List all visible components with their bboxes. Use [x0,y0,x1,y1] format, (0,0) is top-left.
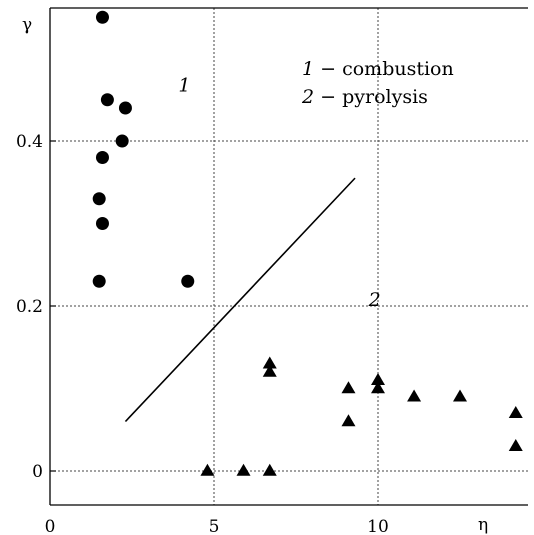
triangle-point [262,463,277,476]
legend-entry-text: − pyrolysis [314,86,428,108]
legend-entry-number: 2 [301,86,314,108]
grid-lines [50,8,528,505]
triangle-point [508,406,523,419]
x-axis-ticks: 0 5 10 [45,517,389,535]
triangle-point [371,373,385,386]
region-label: 2 [368,289,381,311]
circle-point [95,217,109,230]
legend-entry-text: − combustion [314,58,454,80]
legend-entry: 2 − pyrolysis [301,86,428,108]
triangle-point [200,463,215,476]
x-tick-label: 5 [209,517,220,535]
legend-entry-number: 1 [302,58,314,80]
circle-point [181,274,195,288]
y-tick-label: 0 [32,462,43,482]
boundary-line [124,177,356,423]
plot-frame [49,7,528,506]
circle-point [95,10,109,24]
circle-point [92,192,106,206]
circle-point [115,134,129,148]
y-axis-label: γ [22,15,32,35]
x-tick-label: 0 [45,517,56,535]
triangle-point [262,364,277,377]
circle-point [92,274,106,288]
data-points [92,10,523,476]
legend-entry: 1 − combustion [302,58,454,80]
circle-point [118,101,132,115]
region-label: 1 [178,75,190,97]
triangle-point [341,414,356,427]
y-tick-label: 0.2 [16,297,43,317]
triangle-point [453,389,467,402]
triangle-point [407,389,422,402]
circle-point [95,151,109,164]
triangle-point [236,463,251,476]
y-axis-ticks: 0 0.2 0.4 [16,132,56,482]
triangle-point [262,356,277,369]
x-axis-label: η [478,515,488,535]
triangle-point [341,381,356,394]
circle-point [100,93,114,107]
x-tick-label: 10 [367,517,389,535]
y-tick-label: 0.4 [16,132,43,152]
triangle-point [371,381,385,394]
triangle-point [508,439,523,452]
region-labels: 12 [178,75,380,312]
